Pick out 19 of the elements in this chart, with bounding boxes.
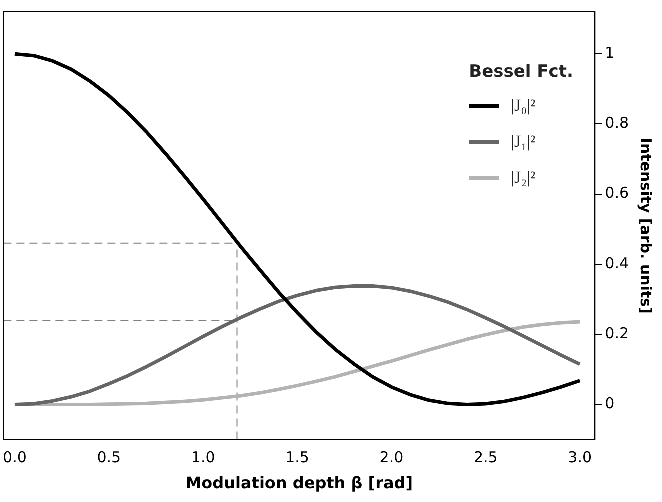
y-tick-label: 0.6 — [605, 184, 630, 202]
y-tick-label: 0 — [605, 394, 615, 413]
x-tick-label: 2.0 — [380, 448, 404, 467]
y-tick-label: 1 — [605, 44, 615, 62]
y-axis-title: Intensity [arb. units] — [637, 138, 656, 314]
y-tick-label: 0.8 — [605, 114, 630, 132]
x-axis-title: Modulation depth β [rad] — [186, 474, 414, 493]
x-tick-label: 2.5 — [474, 448, 498, 467]
x-tick-label: 1.5 — [286, 448, 310, 467]
legend-label: |J₂|² — [511, 168, 536, 188]
y-tick-label: 0.2 — [605, 324, 630, 342]
y-tick-label: 0.4 — [605, 254, 630, 272]
legend-label: |J₀|² — [511, 96, 536, 116]
x-tick-label: 0.5 — [97, 448, 122, 467]
x-tick-label: 1.0 — [191, 448, 216, 467]
legend-label: |J₁|² — [511, 132, 536, 152]
x-tick-label: 0.0 — [3, 448, 27, 467]
legend-title: Bessel Fct. — [469, 62, 574, 82]
x-tick-label: 3.0 — [568, 448, 592, 467]
